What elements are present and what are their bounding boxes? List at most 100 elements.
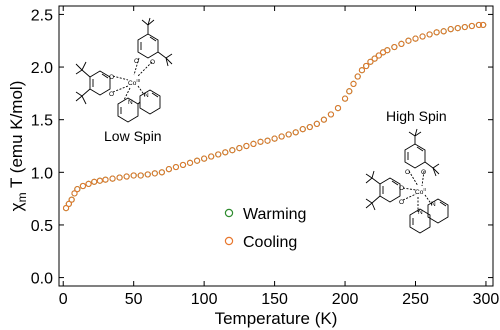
data-point-cooling [62,205,70,212]
data-point-cooling [243,142,250,150]
ls-metal: CoIII [128,78,140,87]
data-point-cooling [271,135,278,142]
data-point-cooling [433,29,440,36]
data-point-cooling [172,163,180,171]
data-point-cooling [222,149,229,156]
plot-frame [58,5,494,287]
data-point-cooling [278,133,285,140]
data-point-cooling [447,26,454,33]
data-point-cooling [193,157,201,164]
y-tick-label: 2.5 [31,7,53,24]
data-point-cooling [71,190,78,197]
y-axis-title-rest: T (emu K/mol) [7,81,26,193]
hs-n2: N [418,209,423,216]
data-point-cooling [320,116,328,123]
ls-o2: O [109,91,114,98]
hs-metal: CoII [415,187,426,196]
x-tick-label: 150 [261,291,288,308]
hs-o2: O [421,169,426,176]
high-spin-label: High Spin [386,108,447,124]
data-point-cooling [440,28,447,35]
data-point-cooling [461,23,468,31]
data-point-cooling [65,200,72,207]
data-point-cooling [250,140,257,147]
data-point-cooling [480,21,487,29]
ls-o4: O [150,59,155,66]
x-tick-label: 250 [402,291,429,308]
y-tick-label: 0.0 [31,271,53,288]
legend: Warming Cooling [224,206,306,251]
data-point-cooling [412,35,419,42]
ls-o1: O [109,74,114,81]
data-point-cooling [371,55,378,62]
data-points [62,21,487,212]
y-tick-label: 1.5 [31,113,53,130]
data-point-cooling [186,159,194,166]
data-point-cooling [158,169,165,176]
y-axis-title-sub: m [15,192,29,202]
data-point-cooling [405,37,412,44]
data-point-cooling [454,25,461,32]
data-point-cooling [285,131,292,138]
data-point-cooling [306,123,313,131]
ls-n1: N [144,92,149,99]
y-axis-title-chi: χ [7,202,26,211]
low-spin-molecule [75,17,173,123]
data-point-cooling [313,120,320,127]
hs-o4: O [399,199,404,206]
ls-n2: N [128,99,133,106]
data-point-cooling [384,47,391,54]
data-point-cooling [102,176,109,183]
hs-o1: O [405,169,410,176]
x-tick-label: 300 [473,291,500,308]
x-tick-label: 50 [125,291,143,308]
high-spin-molecule-labels: O O O O CoII N N [399,169,436,216]
axis-ticks: 0 50 100 150 200 250 300 0.0 0.5 1.0 1.5 2.0 2.5 [31,6,500,308]
data-point-cooling [179,161,187,169]
data-point-cooling [334,105,342,112]
data-point-cooling [229,147,236,154]
data-point-cooling [299,126,306,133]
high-spin-molecule [365,128,449,234]
data-point-cooling [116,174,123,181]
data-point-cooling [85,180,92,187]
data-point-cooling [123,173,130,180]
y-tick-label: 2.0 [31,60,53,77]
data-point-cooling [346,88,353,95]
data-point-cooling [264,137,271,144]
data-point-cooling [354,73,361,80]
data-point-cooling [391,43,398,51]
data-point-cooling [208,153,215,160]
data-point-cooling [468,22,475,30]
low-spin-molecule-labels: O O O O CoIII N N [109,58,155,106]
legend-marker-warming [224,208,234,218]
legend-marker-cooling [224,236,234,246]
ls-o3: O [134,58,139,65]
data-point-cooling [475,21,483,29]
data-point-cooling [419,33,426,40]
data-point-cooling [151,170,158,177]
data-point-cooling [215,151,222,158]
legend-label-cooling: Cooling [243,234,297,251]
data-point-cooling [398,40,405,47]
data-point-cooling [96,177,103,184]
data-point-cooling [74,186,81,193]
data-point-cooling [341,95,349,102]
y-axis-title: χm T (emu K/mol) [7,81,29,212]
data-point-cooling [91,178,98,185]
hs-n1: N [431,201,436,208]
legend-label-warming: Warming [243,206,306,223]
x-tick-label: 200 [332,291,359,308]
x-axis-title: Temperature (K) [215,309,338,328]
data-point-cooling [327,111,335,118]
data-point-cooling [144,171,151,178]
data-point-cooling [79,182,87,190]
data-point-cooling [165,166,173,173]
data-point-cooling [257,138,264,145]
data-point-cooling [350,80,357,87]
data-point-cooling [68,196,75,203]
data-point-cooling [358,67,366,74]
y-tick-label: 0.5 [31,218,53,235]
data-point-cooling [236,145,243,152]
